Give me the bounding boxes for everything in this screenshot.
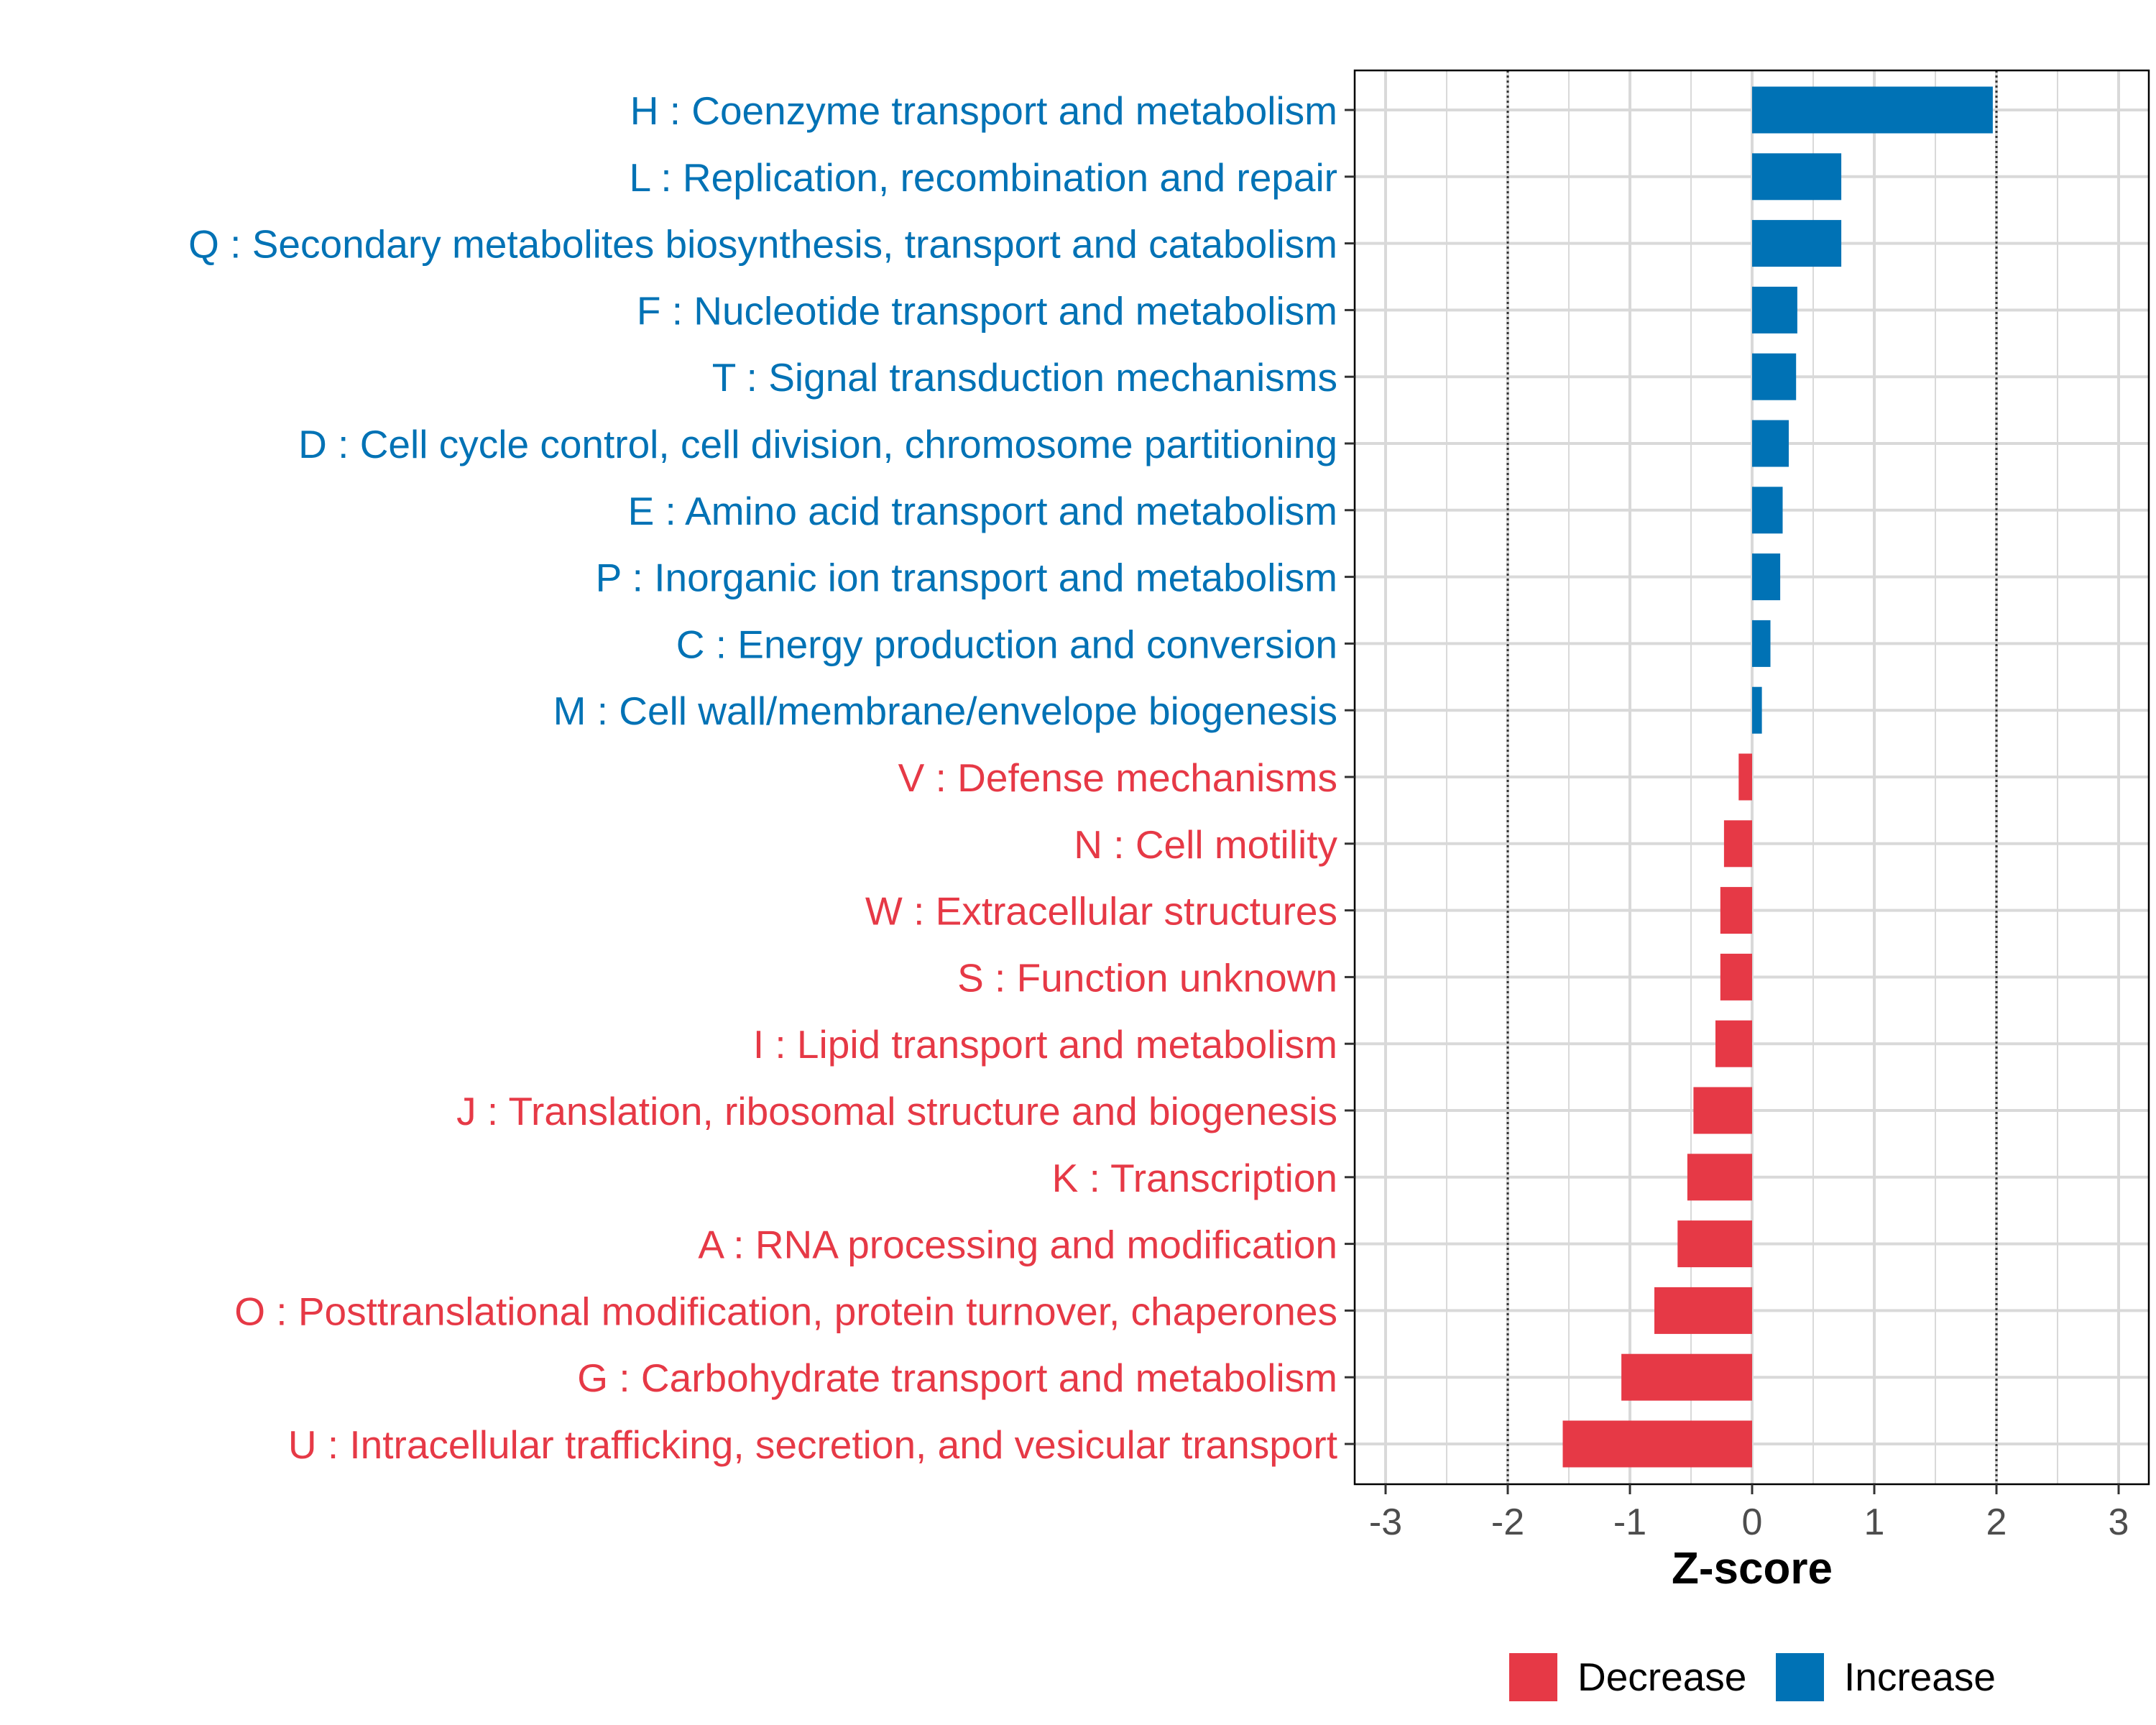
bar xyxy=(1752,153,1842,201)
category-label: T : Signal transduction mechanisms xyxy=(712,355,1337,400)
category-label: A : RNA processing and modification xyxy=(698,1223,1337,1267)
x-tick-label: 1 xyxy=(1864,1501,1885,1543)
category-label: N : Cell motility xyxy=(1074,822,1337,867)
bar xyxy=(1752,420,1789,467)
category-label: W : Extracellular structures xyxy=(865,889,1337,934)
bar xyxy=(1752,353,1797,400)
bar xyxy=(1752,620,1771,667)
category-label: C : Energy production and conversion xyxy=(676,622,1337,666)
bar xyxy=(1720,887,1752,934)
legend: Decrease Increase xyxy=(1509,1653,1996,1701)
category-label: H : Coenzyme transport and metabolism xyxy=(630,88,1337,133)
bar xyxy=(1752,553,1781,601)
x-axis: -3 -2 -1 0 1 2 3 xyxy=(1369,1484,2129,1543)
category-label: V : Defense mechanisms xyxy=(898,755,1337,800)
x-tick-label: -2 xyxy=(1491,1501,1524,1543)
category-label: Q : Secondary metabolites biosynthesis, … xyxy=(188,222,1337,267)
category-label: J : Translation, ribosomal structure and… xyxy=(456,1089,1337,1133)
x-axis-title: Z-score xyxy=(1672,1544,1833,1593)
x-tick-label: 2 xyxy=(1986,1501,2007,1543)
bar xyxy=(1752,86,1993,134)
x-tick-label: -3 xyxy=(1369,1501,1402,1543)
y-axis: H : Coenzyme transport and metabolism L :… xyxy=(188,88,1355,1467)
bar xyxy=(1752,487,1783,534)
bar xyxy=(1677,1220,1752,1268)
legend-label: Increase xyxy=(1844,1655,1996,1699)
category-label: E : Amino acid transport and metabolism xyxy=(628,489,1337,533)
bar xyxy=(1562,1420,1752,1468)
category-label: I : Lipid transport and metabolism xyxy=(753,1022,1337,1067)
bar xyxy=(1752,686,1762,734)
category-label: U : Intracellular trafficking, secretion… xyxy=(288,1422,1337,1467)
legend-label: Decrease xyxy=(1577,1655,1746,1699)
legend-swatch xyxy=(1776,1653,1824,1701)
bar xyxy=(1715,1020,1752,1067)
bar xyxy=(1723,820,1752,868)
bar xyxy=(1738,753,1752,801)
category-label: D : Cell cycle control, cell division, c… xyxy=(298,422,1337,466)
category-label: K : Transcription xyxy=(1052,1156,1337,1200)
category-label: F : Nucleotide transport and metabolism xyxy=(637,288,1337,333)
x-tick-label: 0 xyxy=(1742,1501,1763,1543)
legend-swatch xyxy=(1509,1653,1557,1701)
category-label: O : Posttranslational modification, prot… xyxy=(234,1289,1337,1333)
bar xyxy=(1752,220,1842,267)
bar xyxy=(1752,286,1797,334)
threshold-lines xyxy=(1506,70,1998,1484)
bar xyxy=(1720,953,1752,1000)
bar xyxy=(1687,1154,1752,1201)
bars-layer xyxy=(1562,86,1993,1468)
bar xyxy=(1693,1087,1752,1134)
category-label: P : Inorganic ion transport and metaboli… xyxy=(596,556,1337,600)
x-tick-label: -1 xyxy=(1613,1501,1646,1543)
category-label: L : Replication, recombination and repai… xyxy=(630,155,1337,200)
bar xyxy=(1654,1287,1752,1334)
bar xyxy=(1621,1353,1752,1401)
category-label: S : Function unknown xyxy=(957,955,1337,1000)
category-label: M : Cell wall/membrane/envelope biogenes… xyxy=(553,689,1337,733)
category-label: G : Carbohydrate transport and metabolis… xyxy=(577,1356,1337,1400)
x-tick-label: 3 xyxy=(2109,1501,2129,1543)
